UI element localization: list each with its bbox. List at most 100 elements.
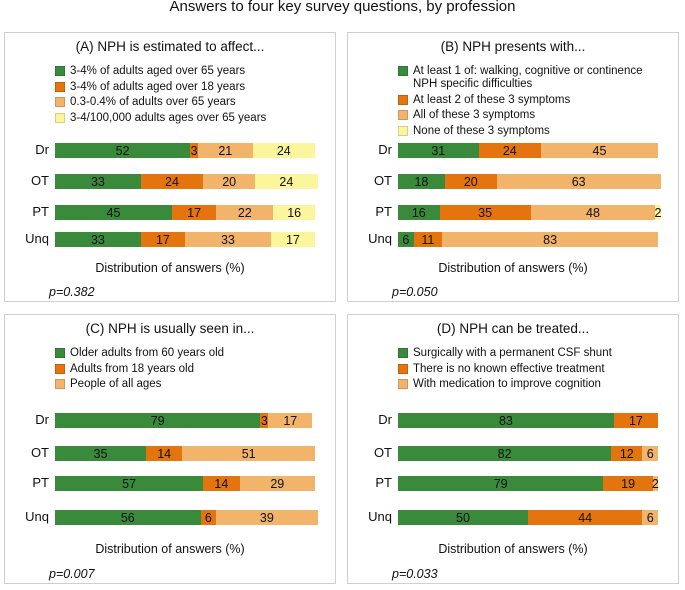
stacked-bar: 57 14 29 [55, 476, 315, 491]
bar-segment: 39 [216, 510, 318, 525]
bar-segment: 3 [190, 143, 198, 158]
legend-label: People of all ages [70, 378, 162, 390]
x-axis-label: Distribution of answers (%) [438, 261, 588, 275]
stacked-bar: 33 24 20 24 [55, 174, 318, 189]
stacked-bar: 31 24 45 [398, 143, 658, 158]
stacked-bar: 45 17 22 16 [55, 205, 315, 220]
bar-segment: 82 [398, 446, 612, 461]
bar-segment: 2 [654, 205, 662, 220]
x-axis-label: Distribution of answers (%) [438, 542, 588, 556]
legend-item: All of these 3 symptoms [398, 109, 643, 122]
bar-segment: 17 [270, 232, 315, 247]
bar-segment: 83 [442, 232, 658, 247]
bar-segment: 12 [611, 446, 643, 461]
bar-segment: 14 [203, 476, 240, 491]
stacked-bar: 56 6 39 [55, 510, 318, 525]
legend-label: Surgically with a permanent CSF shunt [413, 347, 612, 359]
legend-item: People of all ages [55, 378, 224, 391]
panel-b: (B) NPH presents with... At least 1 of: w… [347, 32, 679, 302]
legend: At least 1 of: walking, cognitive or con… [398, 65, 643, 140]
legend-item: 3-4% of adults aged over 65 years [55, 65, 266, 78]
bar-segment: 24 [478, 143, 541, 158]
bar-segment: 79 [398, 476, 604, 491]
category-label: Unq [368, 231, 392, 246]
stacked-bar: 33 17 33 17 [55, 232, 315, 247]
bar-segment: 63 [496, 174, 661, 189]
bar-segment: 35 [55, 446, 146, 461]
category-label: PT [32, 204, 49, 219]
bar-segment: 20 [444, 174, 497, 189]
legend-swatch [55, 379, 65, 389]
p-value: p=0.033 [392, 567, 438, 581]
legend-label: With medication to improve cognition [413, 378, 601, 390]
panel-d: (D) NPH can be treated... Surgically with… [347, 314, 679, 584]
legend-item: At least 1 of: walking, cognitive or con… [398, 65, 643, 91]
stacked-bar: 50 44 6 [398, 510, 658, 525]
legend-label: 0.3-0.4% of adults over 65 years [70, 96, 236, 108]
bar-segment: 35 [439, 205, 531, 220]
bar-segment: 83 [398, 413, 614, 428]
bar-segment: 45 [55, 205, 172, 220]
bar-segment: 52 [55, 143, 191, 158]
legend-swatch [55, 348, 65, 358]
legend: 3-4% of adults aged over 65 years 3-4% of… [55, 65, 266, 127]
legend-label: None of these 3 symptoms [413, 124, 550, 137]
bar-segment: 22 [216, 205, 274, 220]
bar-segment: 16 [273, 205, 315, 220]
figure-title: Answers to four key survey questions, by… [169, 0, 516, 15]
category-label: Unq [25, 509, 49, 524]
bar-segment: 50 [398, 510, 528, 525]
legend-swatch [398, 363, 408, 374]
bar-segment: 33 [55, 232, 141, 247]
panel-a: (A) NPH is estimated to affect... 3-4% of… [4, 32, 336, 302]
legend: Older adults from 60 years old Adults fro… [55, 347, 224, 394]
category-label: PT [375, 475, 392, 490]
bar-segment: 2 [651, 476, 659, 491]
legend-swatch [55, 112, 65, 123]
legend-label: Older adults from 60 years old [70, 347, 225, 359]
bar-segment: 6 [200, 510, 217, 525]
bar-segment: 45 [541, 143, 658, 158]
legend-swatch [55, 66, 65, 76]
category-label: OT [30, 445, 49, 460]
category-label: PT [32, 475, 49, 490]
p-value: p=0.382 [49, 285, 95, 299]
legend-label: 3-4/100,000 adults ages over 65 years [70, 111, 267, 124]
category-label: PT [375, 204, 392, 219]
bar-segment: 51 [182, 446, 315, 461]
legend-item: 0.3-0.4% of adults over 65 years [55, 96, 266, 109]
panel-title: (B) NPH presents with... [440, 39, 586, 54]
legend-swatch [398, 125, 408, 136]
bar-segment: 29 [239, 476, 315, 491]
stacked-bar: 18 20 63 [398, 174, 661, 189]
stacked-bar: 52 3 21 24 [55, 143, 315, 158]
category-label: OT [373, 173, 392, 188]
bar-segment: 33 [55, 174, 141, 189]
bar-segment: 3 [260, 413, 269, 428]
legend-item: Older adults from 60 years old [55, 347, 224, 360]
bar-segment: 14 [146, 446, 183, 461]
bar-segment: 6 [642, 510, 658, 525]
bar-segment: 20 [203, 174, 256, 189]
panel-title: (C) NPH is usually seen in... [85, 321, 255, 336]
bar-segment: 21 [198, 143, 253, 158]
legend-label: At least 2 of these 3 symptoms [413, 93, 571, 106]
bar-segment: 17 [140, 232, 185, 247]
legend-swatch [55, 97, 65, 107]
legend-label: At least 1 of: walking, cognitive or con… [413, 65, 643, 90]
legend-item: 3-4% of adults aged over 18 years [55, 81, 266, 94]
legend-swatch [55, 81, 65, 92]
legend-label: All of these 3 symptoms [413, 109, 536, 121]
bar-segment: 19 [603, 476, 653, 491]
bar-segment: 16 [398, 205, 440, 220]
p-value: p=0.007 [49, 567, 95, 581]
category-label: Dr [378, 412, 392, 427]
category-label: Dr [378, 142, 392, 157]
bar-segment: 6 [398, 232, 414, 247]
legend-item: Surgically with a permanent CSF shunt [398, 347, 612, 360]
stacked-bar: 79 19 2 [398, 476, 659, 491]
legend-swatch [398, 348, 408, 358]
legend-item: None of these 3 symptoms [398, 125, 643, 138]
legend-swatch [398, 110, 408, 120]
bar-segment: 79 [55, 413, 261, 428]
